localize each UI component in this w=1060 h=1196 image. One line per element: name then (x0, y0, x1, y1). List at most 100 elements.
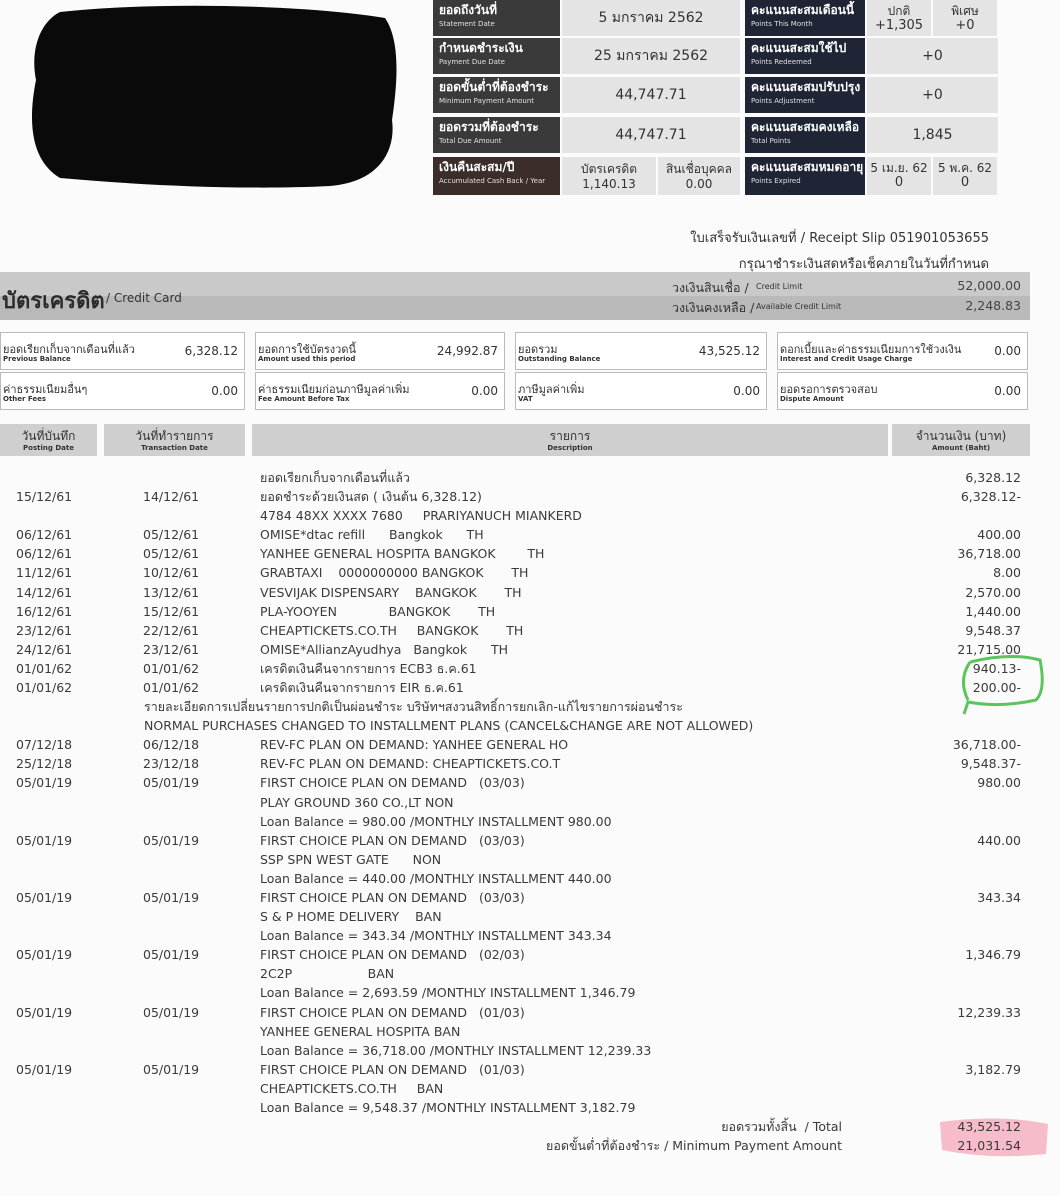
label-en: Minimum Payment Amount (439, 97, 535, 105)
description: PLAY GROUND 360 CO.,LT NON (260, 794, 454, 810)
amount: 6,328.12- (960, 489, 1021, 505)
description: CHEAPTICKETS.CO.TH BANGKOK TH (260, 622, 524, 638)
cash-label: บัตรเครดิต (580, 162, 637, 176)
description: FIRST CHOICE PLAN ON DEMAND (01/03) (260, 1061, 525, 1077)
points-label: 5 เม.ย. 62 (870, 161, 928, 175)
cash-cell (562, 157, 656, 195)
balance-value: 43,525.12 (698, 344, 760, 358)
transaction-date: 05/01/19 (143, 1061, 200, 1077)
amount: 36,718.00 (957, 546, 1021, 562)
total-value: 43,525.12 (957, 1119, 1021, 1134)
balance-th: ภาษีมูลค่าเพิ่ม (518, 383, 585, 396)
label-en: Accumulated Cash Back / Year (439, 177, 546, 185)
posting-date: 25/12/18 (16, 756, 73, 772)
amount: 6,328.12 (965, 470, 1021, 485)
transaction-date: 23/12/61 (143, 641, 200, 657)
cash-value: 0.00 (685, 177, 713, 191)
transaction-date: 05/01/19 (143, 947, 200, 963)
description: S & P HOME DELIVERY BAN (260, 909, 442, 925)
transaction-date: 01/01/62 (143, 679, 200, 695)
balance-th: ดอกเบี้ยและค่าธรรมเนียมการใช้วงเงิน (780, 343, 962, 356)
balance-value: 0.00 (471, 384, 498, 398)
posting-date: 05/01/19 (16, 947, 73, 963)
amount: 940.13- (972, 660, 1021, 676)
label-en: Points This Month (751, 20, 813, 28)
transaction-date: 13/12/61 (143, 584, 200, 600)
annotation-circle (962, 654, 1044, 715)
posting-date: 06/12/61 (16, 546, 73, 562)
balance-value: 0.00 (994, 384, 1021, 398)
posting-date: 23/12/61 (16, 622, 73, 638)
label-cell (745, 0, 865, 36)
transaction-date: 22/12/61 (143, 622, 200, 638)
balance-th: ยอดรอการตรวจสอบ (780, 383, 878, 396)
amount: 1,346.79 (965, 947, 1021, 963)
limit-th: วงเงินสินเชื่อ / (672, 280, 749, 295)
cash-value: 1,140.13 (582, 177, 636, 191)
points-value: +0 (955, 18, 975, 33)
label-en: Total Due Amount (439, 137, 502, 145)
posting-date: 15/12/61 (16, 489, 73, 505)
note: รายละเอียดการเปลี่ยนรายการปกติเป็นผ่อนชำ… (144, 699, 683, 715)
balance-en: Fee Amount Before Tax (258, 395, 350, 403)
label-th: คะแนนสะสมปรับปรุง (751, 80, 861, 94)
description: YANHEE GENERAL HOSPITA BAN (260, 1023, 461, 1039)
column-header (104, 424, 245, 456)
posting-date: 07/12/18 (16, 737, 73, 753)
points-value: +1,305 (874, 18, 924, 33)
posting-date: 05/01/19 (16, 1061, 73, 1077)
description: FIRST CHOICE PLAN ON DEMAND (01/03) (260, 1004, 525, 1020)
limit-en: Credit Limit (756, 282, 803, 291)
balance-box (515, 332, 767, 370)
points-value: +0 (867, 77, 998, 113)
description: ยอดเรียกเก็บจากเดือนที่แล้ว (260, 470, 410, 485)
transaction-date: 14/12/61 (143, 489, 200, 505)
label-th: ยอดถึงวันที่ (439, 3, 498, 17)
amount: 2,570.00 (965, 584, 1021, 600)
column-th: รายการ (549, 429, 591, 443)
label-cell (745, 117, 865, 153)
label-en: Payment Due Date (439, 58, 505, 66)
column-th: วันที่ทำรายการ (135, 429, 214, 443)
description: OMISE*dtac refill Bangkok TH (260, 527, 484, 543)
transaction-date: 05/12/61 (143, 527, 200, 543)
transaction-date: 06/12/18 (143, 737, 200, 753)
description: GRABTAXI 0000000000 BANGKOK TH (260, 565, 529, 581)
amount: 200.00- (972, 679, 1021, 695)
points-cell (933, 157, 997, 195)
cash-label: สินเชื่อบุคคล (665, 162, 732, 176)
points-value: 0 (960, 175, 970, 190)
description: ยอดชำระด้วยเงินสด ( เงินต้น 6,328.12) (260, 489, 482, 505)
points-value: 0 (894, 175, 904, 190)
column-th: จำนวนเงิน (บาท) (915, 429, 1007, 443)
balance-th: ยอดรวม (518, 343, 558, 356)
description: SSP SPN WEST GATE NON (260, 851, 442, 867)
label-th: ยอดขั้นต่ำที่ต้องชำระ (439, 80, 549, 94)
total-label: ยอดขั้นต่ำที่ต้องชำระ / Minimum Payment … (546, 1138, 842, 1153)
limit-en: Available Credit Limit (756, 302, 842, 311)
card-title: บัตรเครดิต (2, 289, 105, 314)
label-en: Points Redeemed (751, 58, 812, 66)
balance-en: Other Fees (3, 395, 47, 403)
description: Loan Balance = 343.34 /MONTHLY INSTALLME… (260, 928, 612, 944)
points-label: ปกติ (887, 4, 911, 18)
balance-box (777, 372, 1028, 410)
posting-date: 05/01/19 (16, 775, 73, 791)
amount: 9,548.37 (965, 622, 1021, 638)
posting-date: 01/01/62 (16, 660, 73, 676)
column-en: Amount (Baht) (931, 444, 991, 452)
description: Loan Balance = 980.00 /MONTHLY INSTALLME… (260, 813, 612, 829)
value-cell: 25 มกราคม 2562 (562, 38, 740, 74)
points-cell (933, 0, 997, 36)
balance-box (0, 332, 245, 370)
label-cell (433, 0, 560, 36)
balance-box (0, 372, 245, 410)
description: OMISE*AllianzAyudhya Bangkok TH (260, 641, 509, 657)
amount: 1,440.00 (965, 603, 1021, 619)
description: เครดิตเงินคืนจากรายการ EIR ธ.ค.61 (260, 679, 464, 695)
description: FIRST CHOICE PLAN ON DEMAND (02/03) (260, 947, 525, 963)
column-en: Posting Date (23, 444, 74, 452)
description: 2C2P BAN (260, 966, 395, 982)
label-th: คะแนนสะสมหมดอายุ (751, 160, 864, 174)
